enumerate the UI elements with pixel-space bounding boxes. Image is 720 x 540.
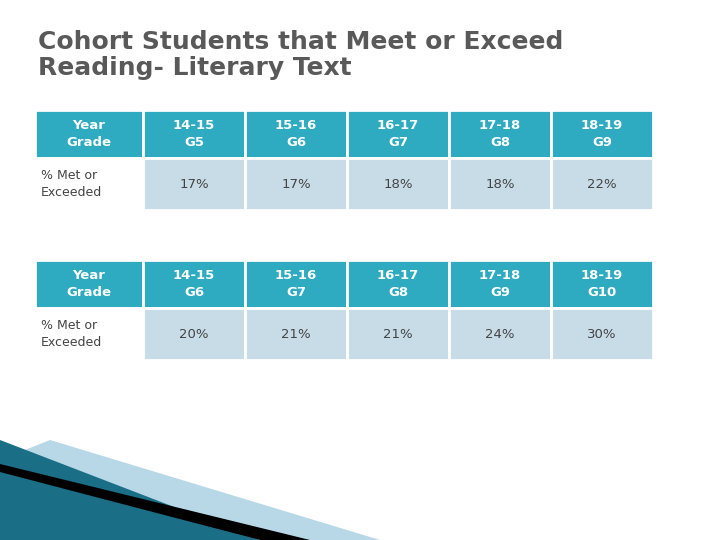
Text: 24%: 24% [485,327,515,341]
Text: 14-15
G6: 14-15 G6 [173,269,215,299]
Bar [347,110,449,158]
Bar [143,158,245,210]
Bar [449,158,551,210]
Text: Reading- Literary Text: Reading- Literary Text [38,56,351,80]
Text: 18%: 18% [485,178,515,191]
Text: 21%: 21% [383,327,413,341]
Bar [551,158,653,210]
Bar [449,110,551,158]
Text: 20%: 20% [179,327,209,341]
Text: 18%: 18% [383,178,413,191]
Text: 16-17
G8: 16-17 G8 [377,269,419,299]
Text: 15-16
G7: 15-16 G7 [275,269,317,299]
Bar [143,260,245,308]
Bar [35,260,143,308]
Polygon shape [0,440,260,540]
Text: 17%: 17% [179,178,209,191]
Bar [143,110,245,158]
Bar [449,308,551,360]
Text: 14-15
G5: 14-15 G5 [173,119,215,149]
Polygon shape [0,475,260,540]
Text: 18-19
G10: 18-19 G10 [581,269,623,299]
Bar [551,308,653,360]
Text: 16-17
G7: 16-17 G7 [377,119,419,149]
Bar [347,308,449,360]
Text: 22%: 22% [588,178,617,191]
Polygon shape [0,440,380,540]
Text: 21%: 21% [282,327,311,341]
Text: 17-18
G8: 17-18 G8 [479,119,521,149]
Bar [245,308,347,360]
Bar [245,110,347,158]
Bar [551,260,653,308]
Text: Year
Grade: Year Grade [66,269,112,299]
Bar [245,158,347,210]
Text: 30%: 30% [588,327,617,341]
Bar [35,110,143,158]
Text: Cohort Students that Meet or Exceed: Cohort Students that Meet or Exceed [38,30,563,54]
Bar [347,158,449,210]
Bar [347,260,449,308]
Text: 17-18
G9: 17-18 G9 [479,269,521,299]
Text: 18-19
G9: 18-19 G9 [581,119,623,149]
Bar [35,158,143,210]
Polygon shape [0,464,310,540]
Text: % Met or
Exceeded: % Met or Exceeded [41,319,102,349]
Text: 17%: 17% [282,178,311,191]
Bar [143,308,245,360]
Bar [551,110,653,158]
Text: 15-16
G6: 15-16 G6 [275,119,317,149]
Bar [35,308,143,360]
Bar [245,260,347,308]
Bar [449,260,551,308]
Text: % Met or
Exceeded: % Met or Exceeded [41,169,102,199]
Text: Year
Grade: Year Grade [66,119,112,149]
